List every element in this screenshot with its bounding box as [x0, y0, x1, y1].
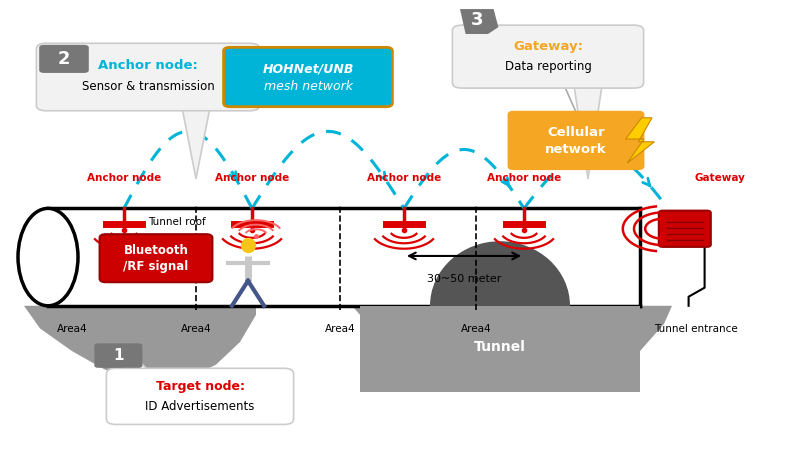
Text: Bluetooth: Bluetooth: [123, 244, 189, 256]
Text: HOHNet/UNB: HOHNet/UNB: [262, 63, 354, 75]
Ellipse shape: [18, 208, 78, 306]
Ellipse shape: [430, 241, 570, 371]
FancyBboxPatch shape: [106, 368, 294, 424]
FancyBboxPatch shape: [223, 48, 392, 107]
Text: 2: 2: [58, 50, 70, 68]
Text: 30~50 meter: 30~50 meter: [427, 274, 501, 284]
Polygon shape: [360, 306, 640, 392]
Text: Anchor node: Anchor node: [367, 173, 441, 183]
FancyBboxPatch shape: [659, 211, 711, 247]
FancyBboxPatch shape: [99, 234, 213, 282]
Text: 3: 3: [470, 11, 483, 29]
Text: Area4: Area4: [57, 324, 87, 334]
Text: Sensor & transmission: Sensor & transmission: [82, 81, 214, 93]
Text: Anchor node: Anchor node: [87, 173, 161, 183]
Text: network: network: [545, 143, 607, 156]
Text: Cellular: Cellular: [547, 126, 605, 139]
Text: 1: 1: [113, 348, 124, 363]
FancyBboxPatch shape: [453, 25, 643, 88]
FancyBboxPatch shape: [507, 111, 644, 170]
Text: Target node:: Target node:: [155, 380, 245, 393]
Text: Area4: Area4: [325, 324, 355, 334]
Text: ID Advertisements: ID Advertisements: [146, 400, 254, 413]
Text: Anchor node: Anchor node: [487, 173, 561, 183]
Text: Data reporting: Data reporting: [505, 60, 591, 73]
FancyBboxPatch shape: [94, 343, 142, 368]
Polygon shape: [124, 347, 152, 374]
Polygon shape: [574, 82, 602, 179]
Text: Area4: Area4: [181, 324, 211, 334]
Text: Gateway: Gateway: [694, 173, 746, 183]
FancyBboxPatch shape: [39, 45, 89, 73]
FancyBboxPatch shape: [48, 208, 640, 306]
Text: mesh network: mesh network: [263, 81, 353, 93]
Text: Tunnel roof: Tunnel roof: [148, 217, 206, 227]
Text: Anchor node: Anchor node: [215, 173, 289, 183]
Polygon shape: [24, 306, 256, 383]
Polygon shape: [182, 105, 210, 179]
Text: Tunnel entrance: Tunnel entrance: [654, 324, 738, 334]
Polygon shape: [460, 9, 498, 34]
Text: Tunnel: Tunnel: [474, 340, 526, 353]
Polygon shape: [352, 306, 672, 392]
Text: Gateway:: Gateway:: [513, 40, 583, 53]
Polygon shape: [626, 118, 654, 163]
FancyBboxPatch shape: [37, 43, 259, 111]
Text: Anchor node:: Anchor node:: [98, 59, 198, 72]
Text: Area4: Area4: [461, 324, 491, 334]
Text: /RF signal: /RF signal: [123, 260, 189, 273]
